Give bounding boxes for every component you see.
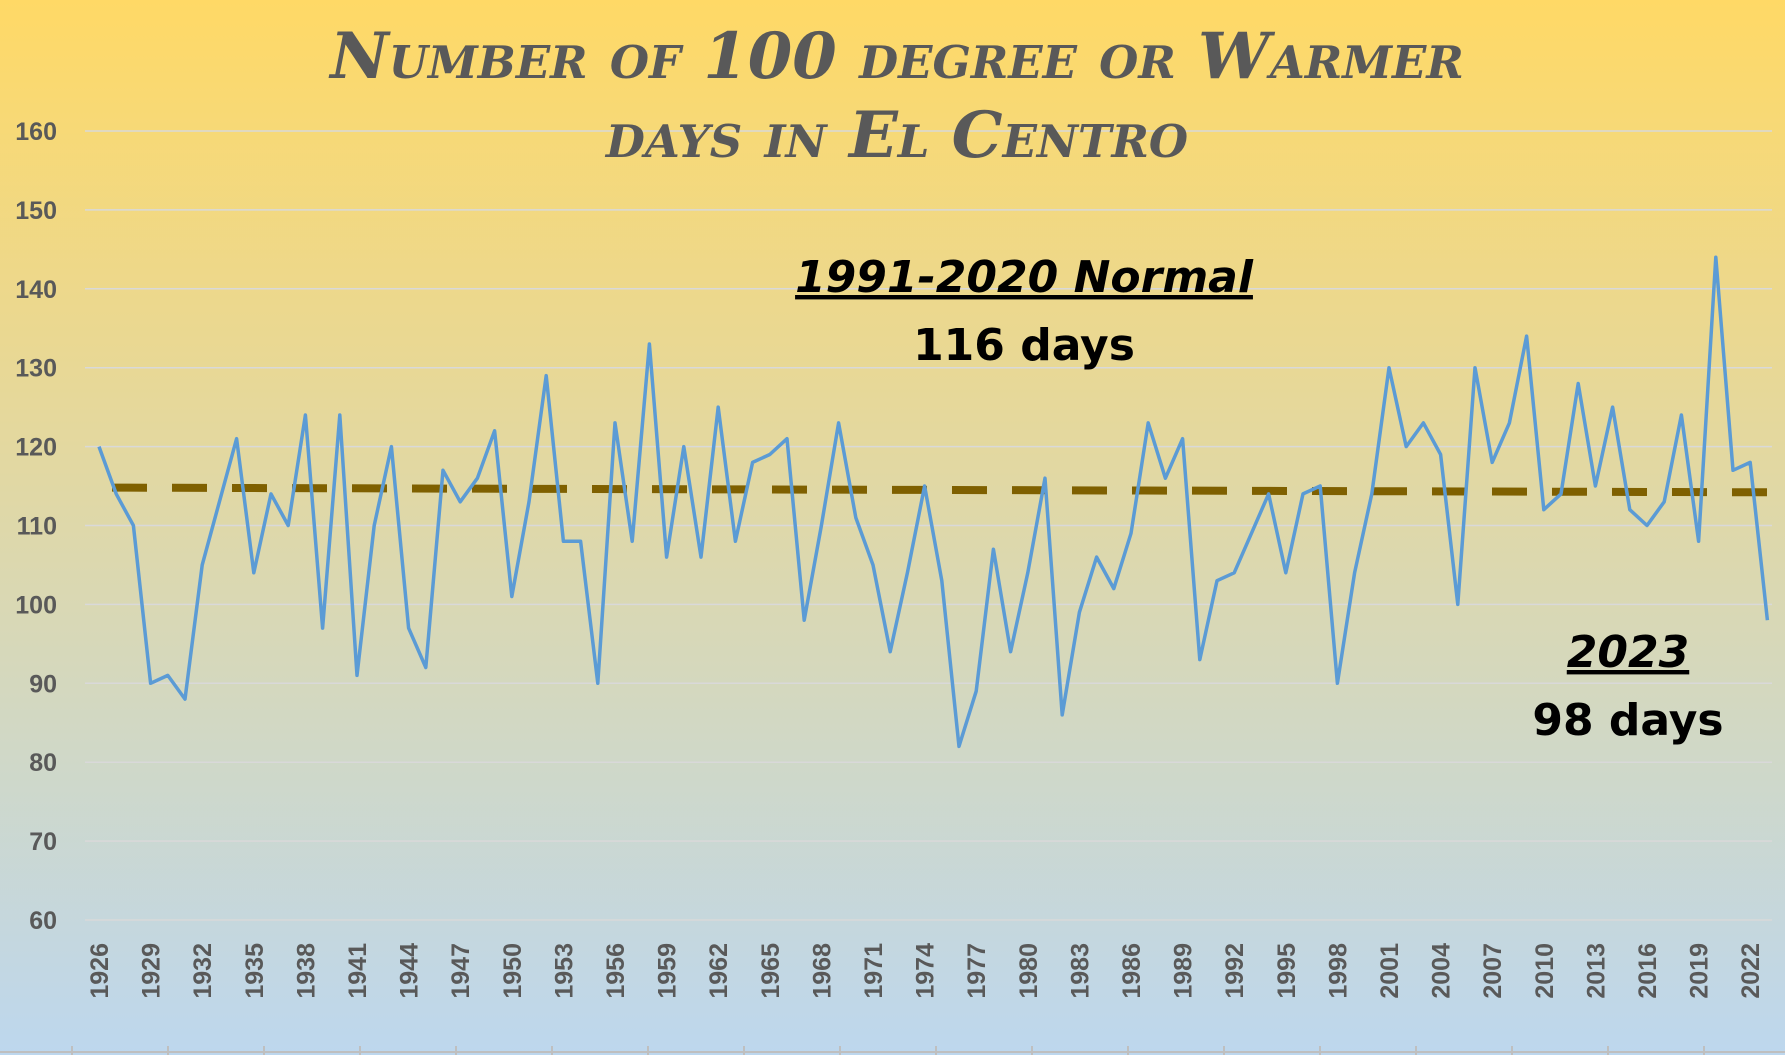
y-tick-label: 160 bbox=[15, 118, 57, 146]
x-tick-label: 1926 bbox=[86, 943, 114, 999]
y-tick-label: 70 bbox=[29, 828, 57, 856]
x-tick-label: 1935 bbox=[241, 943, 269, 999]
x-tick-label: 2013 bbox=[1582, 943, 1610, 999]
y-tick-label: 100 bbox=[15, 591, 57, 619]
y-tick-label: 80 bbox=[29, 749, 57, 777]
x-tick-label: 2016 bbox=[1634, 943, 1662, 999]
y-tick-label: 150 bbox=[15, 197, 57, 225]
x-tick-label: 1983 bbox=[1066, 943, 1094, 999]
x-tick-label: 1929 bbox=[138, 943, 166, 999]
y-axis-ticks: 60 70 80 90 100 110 120 130 140 150 160 bbox=[15, 118, 57, 935]
x-tick-label: 1965 bbox=[757, 943, 785, 999]
x-tick-label: 1944 bbox=[396, 943, 424, 999]
x-tick-label: 1941 bbox=[344, 943, 372, 999]
x-tick-label: 1974 bbox=[912, 943, 940, 999]
x-tick-label: 1995 bbox=[1273, 943, 1301, 999]
x-tick-label: 1962 bbox=[705, 943, 733, 999]
x-tick-label: 1977 bbox=[963, 943, 991, 999]
x-tick-label: 1932 bbox=[189, 943, 217, 999]
y-tick-label: 60 bbox=[29, 907, 57, 935]
x-tick-label: 1998 bbox=[1324, 943, 1352, 999]
x-tick-label: 1992 bbox=[1221, 943, 1249, 999]
normal-trend-line bbox=[111, 483, 1785, 497]
x-tick-label: 2010 bbox=[1531, 943, 1559, 999]
x-tick-label: 2007 bbox=[1479, 943, 1507, 999]
x-tick-label: 1950 bbox=[499, 943, 527, 999]
y-tick-label: 120 bbox=[15, 434, 57, 462]
x-tick-label: 2022 bbox=[1737, 943, 1765, 999]
x-tick-label: 1971 bbox=[860, 943, 888, 999]
chart-title-line1: Number of 100 degree or Warmer bbox=[328, 19, 1463, 94]
x-tick-label: 1953 bbox=[550, 943, 578, 999]
x-tick-label: 1947 bbox=[447, 943, 475, 999]
x-tick-label: 1968 bbox=[808, 943, 836, 999]
x-axis-ticks: 1926 1929 1932 1935 1938 1941 1944 1947 1950 1953… bbox=[86, 943, 1765, 999]
gridlines bbox=[85, 130, 1772, 921]
y-tick-label: 130 bbox=[15, 355, 57, 383]
x-tick-label: 1956 bbox=[602, 943, 630, 999]
normal-annotation-heading: 1991-2020 Normal bbox=[795, 252, 1254, 303]
x-tick-label: 1938 bbox=[292, 943, 320, 999]
x-tick-label: 2004 bbox=[1428, 943, 1456, 999]
x-tick-label: 1980 bbox=[1015, 943, 1043, 999]
x-tick-label: 1959 bbox=[654, 943, 682, 999]
x-tick-label: 1989 bbox=[1170, 943, 1198, 999]
x-tick-label: 1986 bbox=[1118, 943, 1146, 999]
series-layer bbox=[97, 255, 1785, 749]
x-tick-label: 2019 bbox=[1686, 943, 1714, 999]
latest-year-annotation-value: 98 days bbox=[1532, 695, 1723, 746]
hot-days-series-line bbox=[97, 255, 1770, 749]
x-tick-label: 2001 bbox=[1376, 943, 1404, 999]
normal-annotation-value: 116 days bbox=[913, 320, 1135, 371]
y-tick-label: 90 bbox=[29, 670, 57, 698]
y-tick-label: 140 bbox=[15, 276, 57, 304]
chart-title-line2: days in El Centro bbox=[604, 98, 1188, 173]
y-tick-label: 110 bbox=[17, 513, 57, 541]
x-axis-line bbox=[0, 1046, 1785, 1055]
latest-year-annotation-heading: 2023 bbox=[1567, 627, 1689, 678]
